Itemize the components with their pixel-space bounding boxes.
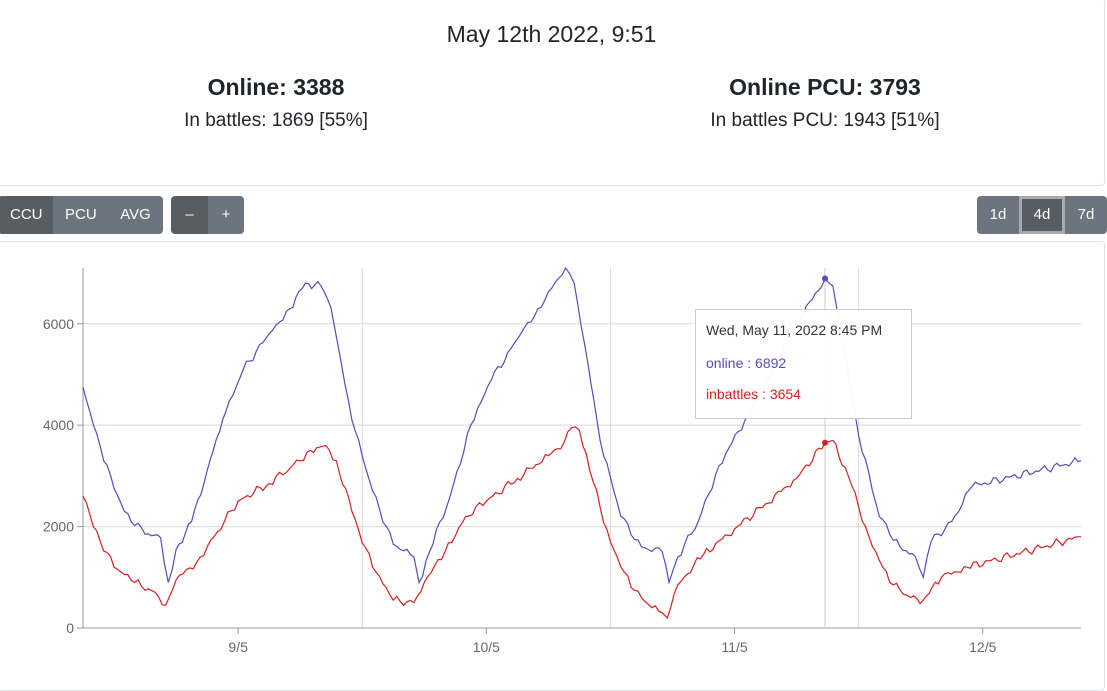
y-tick-label: 2000 [43, 519, 74, 535]
x-tick-label: 10/5 [473, 639, 500, 655]
stats-datetime: May 12th 2022, 9:51 [446, 21, 657, 47]
in-battles-count: In battles: 1869 [55%] [184, 110, 368, 131]
online-stat-block: Online: 3388 In battles: 1869 [55%] [26, 73, 526, 132]
chart-tooltip: Wed, May 11, 2022 8:45 PM online : 6892 … [695, 309, 912, 419]
zoom-button-group: – + [171, 196, 244, 234]
in-battles-pcu-count: In battles PCU: 1943 [51%] [710, 110, 940, 131]
avg-button[interactable]: AVG [108, 196, 163, 234]
tooltip-online: online : 6892 [706, 355, 787, 371]
online-count: Online: 3388 [207, 74, 345, 100]
online-pcu-count: Online PCU: 3793 [729, 74, 921, 100]
zoom-in-button[interactable]: + [208, 196, 244, 234]
ccu-button[interactable]: CCU [0, 196, 53, 234]
range-7d-button[interactable]: 7d [1065, 196, 1107, 234]
series-line-online [82, 266, 1082, 585]
mode-button-group: CCU PCU AVG [0, 196, 163, 234]
y-tick-label: 0 [66, 620, 74, 636]
y-tick-label: 6000 [43, 316, 74, 332]
x-tick-label: 11/5 [721, 639, 747, 655]
tooltip-inbattles: inbattles : 3654 [706, 386, 801, 402]
range-1d-button[interactable]: 1d [977, 196, 1019, 234]
online-pcu-stat-block: Online PCU: 3793 In battles PCU: 1943 [5… [575, 73, 1075, 132]
tooltip-title: Wed, May 11, 2022 8:45 PM [706, 322, 883, 338]
series-line-inbattles [82, 426, 1082, 620]
range-button-group: 1d 4d 7d [977, 196, 1107, 234]
pcu-button[interactable]: PCU [53, 196, 108, 234]
highlight-point-online [822, 275, 829, 282]
range-4d-button[interactable]: 4d [1019, 196, 1065, 234]
highlight-point-inbattles [822, 439, 829, 446]
y-tick-label: 4000 [43, 417, 74, 433]
stats-card: May 12th 2022, 9:51 Online: 3388 In batt… [0, 0, 1105, 186]
x-tick-label: 9/5 [228, 639, 248, 655]
chart-card [0, 241, 1105, 691]
zoom-out-button[interactable]: – [171, 196, 208, 234]
x-tick-label: 12/5 [969, 639, 996, 655]
